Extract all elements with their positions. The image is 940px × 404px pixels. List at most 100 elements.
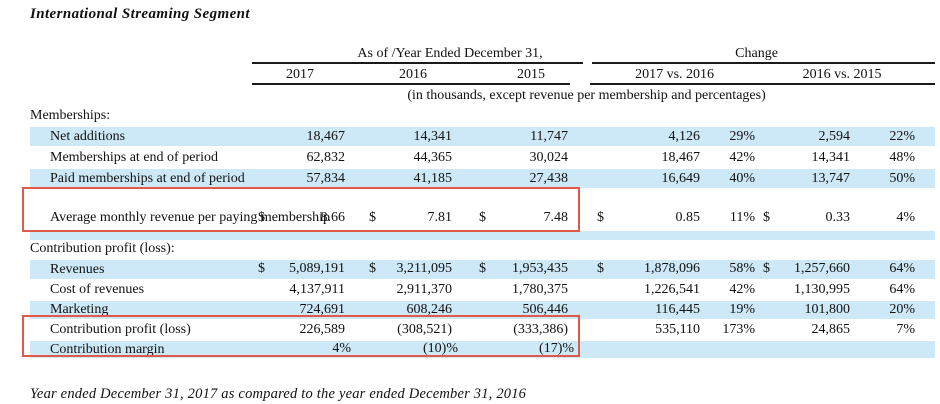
row-paid-memberships-end: Paid memberships at end of period 57,834… [30,167,936,190]
header-rule-change [592,62,935,64]
row-label: Average monthly revenue per paying membe… [50,209,331,225]
row-memberships-end: Memberships at end of period 62,832 44,3… [30,147,935,168]
row-label: Contribution profit (loss) [50,322,191,337]
dollar-sign: $ [254,257,276,281]
change-1-pct: 173% [722,321,756,337]
value-2016: (10)% [386,338,476,360]
row-label: Marketing [30,298,254,321]
row-contribution-profit: Contribution profit (loss) 226,589 (308,… [30,320,935,340]
value-2015: 27,438 [496,167,587,190]
value-2017: 57,834 [276,167,366,190]
change-2-value: 14,341 [811,149,851,165]
change-2-value: 1,130,995 [794,281,851,297]
row-label: Cost of revenues [50,282,145,297]
value-2017: 5,089,191 [276,257,366,281]
change-1-value: 18,467 [661,149,701,165]
change-1-value: 535,110 [655,321,701,337]
row-cost-of-revenues: Cost of revenues 4,137,911 2,911,370 1,7… [30,280,935,300]
dollar-sign: $ [759,257,775,281]
change-1-value: 4,126 [610,125,703,148]
section-header-memberships: Memberships: [30,107,935,126]
col-header-2017-vs-2016: 2017 vs. 2016 [635,66,715,82]
section-label: Contribution profit (loss): [30,240,175,256]
value-2016: 14,341 [386,125,476,148]
units-note-row: (in thousands, except revenue per member… [30,85,935,107]
change-1-value: 16,649 [610,167,703,190]
value-2016: 44,365 [413,149,453,165]
value-2015: 506,446 [496,298,587,321]
value-2017: 62,832 [306,149,346,165]
value-2016: 3,211,095 [386,257,476,281]
value-2016: 41,185 [386,167,476,190]
dollar-sign: $ [258,209,265,225]
col-header-2016: 2016 [399,66,427,82]
section-label: Memberships: [30,108,111,123]
value-2016: 2,911,370 [396,281,452,297]
change-1-pct: 42% [729,281,756,297]
change-2-value: 24,865 [811,321,851,337]
change-1-pct: 19% [702,298,760,321]
change-2-value: 13,747 [774,167,855,190]
segment-title: International Streaming Segment [30,6,250,22]
change-2-value: 2,594 [774,125,855,148]
row-label: Paid memberships at end of period [30,167,254,190]
change-1-pct: 42% [729,149,756,165]
col-header-2016-vs-2015: 2016 vs. 2015 [802,66,882,82]
row-net-additions: Net additions 18,467 14,341 11,747 4,126… [30,125,936,148]
value-2017: 4,137,911 [289,281,345,297]
change-2-pct: 20% [854,298,936,321]
change-2-value: 101,800 [774,298,855,321]
value-2015: (333,386) [513,321,569,337]
value-2015: 30,024 [529,149,569,165]
change-1-pct: 40% [702,167,760,190]
value-2017: 8.66 [320,209,346,225]
value-2017: 18,467 [276,125,366,148]
value-2017: 724,691 [276,298,366,321]
dollar-sign: $ [590,257,611,281]
row-avg-monthly-revenue: Average monthly revenue per paying membe… [30,189,935,230]
change-1-pct: 29% [702,125,760,148]
value-2015: (17)% [496,338,587,360]
dollar-sign: $ [369,209,376,225]
comparison-note: Year ended December 31, 2017 as compared… [30,386,527,402]
financial-table: As of /Year Ended December 31, Change 20… [30,44,936,360]
row-label: Contribution margin [30,338,254,360]
value-2016: 608,246 [386,298,476,321]
dollar-sign: $ [366,257,386,281]
change-2-pct: 22% [854,125,936,148]
value-2017: 226,589 [299,321,346,337]
dollar-sign: $ [479,209,486,225]
change-1-pct: 11% [729,209,756,225]
change-2-pct: 7% [896,321,916,337]
change-2-pct: 64% [889,281,916,297]
spacer-row [30,229,936,241]
change-2-value: 1,257,660 [774,257,855,281]
header-rule-years [252,62,583,64]
col-header-2015: 2015 [517,66,546,82]
subheader-rule-change [590,83,935,85]
row-marketing: Marketing 724,691 608,246 506,446 116,44… [30,298,936,321]
change-1-value: 0.85 [675,209,701,225]
change-2-pct: 4% [896,209,916,225]
group-header-row: As of /Year Ended December 31, Change [30,44,935,64]
col-header-2017: 2017 [286,66,314,82]
value-2017: 4% [276,338,366,360]
value-2015: 1,953,435 [496,257,587,281]
change-1-value: 1,226,541 [644,281,701,297]
row-contribution-margin: Contribution margin 4% (10)% (17)% [30,338,936,360]
row-label: Revenues [30,257,254,281]
value-2016: 7.81 [427,209,453,225]
change-1-value: 116,445 [610,298,703,321]
change-2-pct: 50% [854,167,936,190]
units-note: (in thousands, except revenue per member… [407,88,766,103]
dollar-sign: $ [476,257,496,281]
value-2015: 7.48 [543,209,569,225]
change-group-header: Change [735,46,778,61]
year-header-row: 2017 2016 2015 2017 vs. 2016 2016 vs. 20… [30,64,935,85]
value-2016: (308,521) [397,321,452,337]
change-2-pct: 64% [854,257,936,281]
years-group-header: As of /Year Ended December 31, [357,46,543,61]
row-revenues: Revenues $ 5,089,191 $ 3,211,095 $ 1,953… [30,257,936,281]
row-label: Net additions [30,125,254,148]
